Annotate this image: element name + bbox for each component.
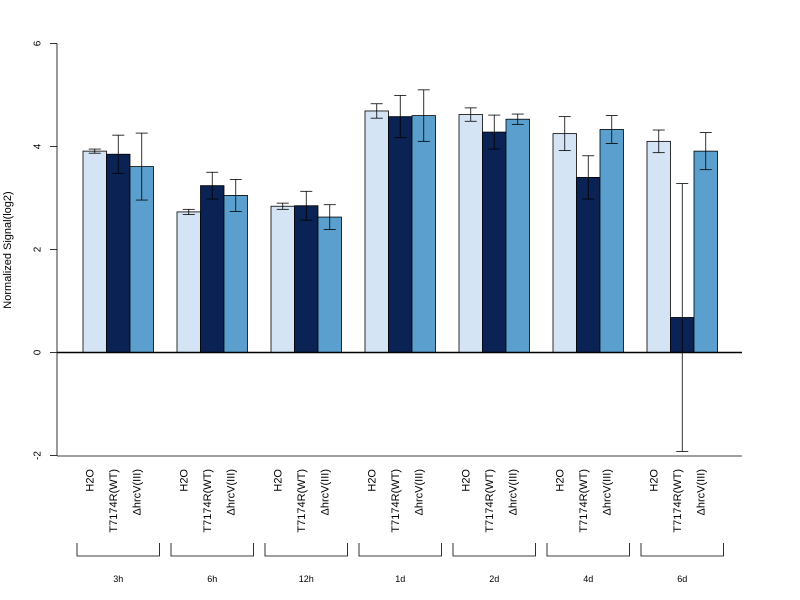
series-tick-label: ΔhrcV(III) (132, 469, 144, 515)
series-tick-label: T7174R(WT) (484, 469, 496, 533)
series-tick-label: ΔhrcV(III) (602, 469, 614, 515)
bar (106, 153, 131, 353)
group-label: 12h (299, 574, 314, 584)
y-tick-label: 4 (33, 143, 44, 149)
group-bracket (546, 543, 630, 557)
bar (458, 114, 483, 353)
y-tick-label: -2 (33, 451, 44, 460)
group-bracket (452, 543, 536, 557)
bar (576, 176, 601, 353)
series-tick-label: H2O (85, 469, 97, 492)
bars-layer (82, 110, 718, 353)
series-tick-label: H2O (461, 469, 473, 492)
group-bracket (170, 543, 254, 557)
bar (270, 205, 295, 353)
bar (176, 211, 201, 353)
series-tick-label: ΔhrcV(III) (696, 469, 708, 515)
group-label: 2d (489, 574, 499, 584)
group-label: 4d (583, 574, 593, 584)
series-tick-label: T7174R(WT) (202, 469, 214, 533)
bar (646, 140, 671, 353)
group-label: 3h (113, 574, 123, 584)
group-bracket (640, 543, 724, 557)
series-tick-label: H2O (273, 469, 285, 492)
bar (693, 150, 718, 353)
group-label: 6h (207, 574, 217, 584)
axes-layer (50, 43, 742, 557)
group-label: 1d (395, 574, 405, 584)
bar (482, 131, 507, 353)
bar (223, 195, 248, 353)
bar (82, 150, 107, 353)
y-tick-label: 2 (33, 246, 44, 252)
error-bars-layer (88, 89, 712, 452)
y-tick-label: 6 (33, 40, 44, 46)
series-tick-label: H2O (649, 469, 661, 492)
group-bracket (264, 543, 348, 557)
bar (599, 129, 624, 353)
series-tick-label: ΔhrcV(III) (226, 469, 238, 515)
y-tick-label: 0 (33, 349, 44, 355)
bar (317, 216, 342, 353)
group-label: 6d (677, 574, 687, 584)
series-tick-label: T7174R(WT) (672, 469, 684, 533)
bar (411, 115, 436, 353)
group-bracket (76, 543, 160, 557)
bar (552, 133, 577, 353)
bar (364, 110, 389, 353)
series-tick-label: H2O (179, 469, 191, 492)
series-tick-label: T7174R(WT) (296, 469, 308, 533)
series-tick-label: T7174R(WT) (108, 469, 120, 533)
group-bracket (358, 543, 442, 557)
labels-layer: -2 0 2 4 6 H2O T7174R(WT) ΔhrcV(III) 3h H2O T7174R… (33, 40, 708, 584)
series-tick-label: ΔhrcV(III) (508, 469, 520, 515)
series-tick-label: ΔhrcV(III) (414, 469, 426, 515)
series-tick-label: H2O (555, 469, 567, 492)
bar (388, 116, 413, 353)
series-tick-label: T7174R(WT) (578, 469, 590, 533)
bar (200, 185, 225, 353)
y-axis-label: Normalized Signal(log2) (2, 191, 14, 308)
series-tick-label: ΔhrcV(III) (320, 469, 332, 515)
series-tick-label: H2O (367, 469, 379, 492)
bar (505, 118, 530, 353)
series-tick-label: T7174R(WT) (390, 469, 402, 533)
bar (294, 205, 319, 353)
